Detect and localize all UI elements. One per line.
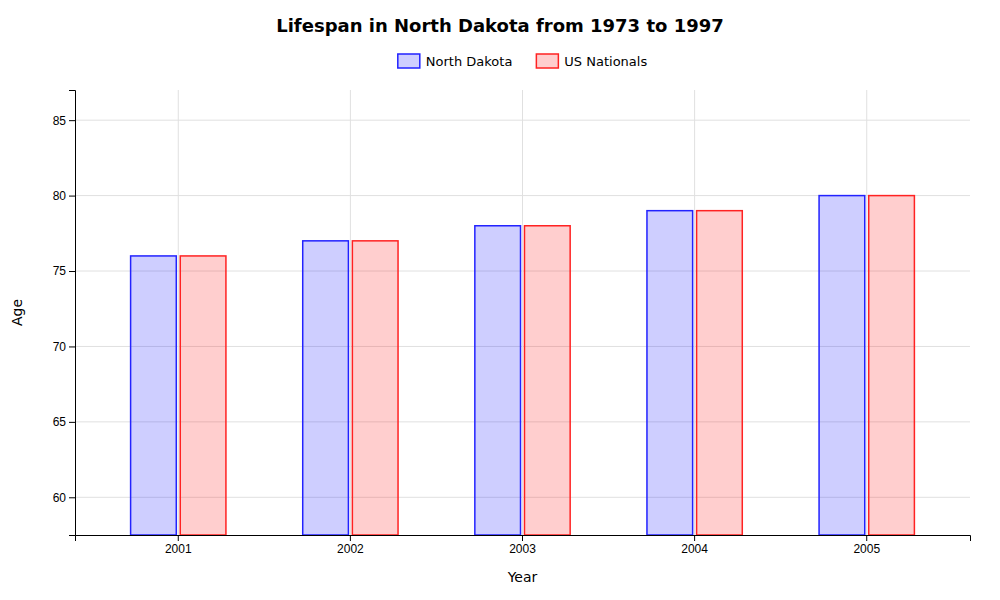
grid-line [350, 90, 351, 535]
bars [131, 196, 915, 535]
y-axis: 60 65 70 75 80 85 [53, 91, 76, 536]
tick-label: 2002 [337, 542, 364, 556]
tick: 70 [53, 340, 75, 354]
axis-title: Age [9, 299, 25, 326]
tick-mark [178, 535, 179, 541]
tick-mark [866, 535, 867, 541]
chart-container: 2001 2002 2003 2004 2005 60 65 70 75 80 85 Lifespan… [0, 0, 1000, 600]
tick: 2001 [165, 535, 192, 556]
tick-label: 80 [53, 189, 67, 203]
bar [131, 256, 177, 535]
tick: 2005 [853, 535, 880, 556]
grid [75, 90, 970, 535]
tick-mark [694, 535, 695, 541]
bar [869, 196, 915, 535]
legend-label: US Nationals [564, 54, 647, 69]
tick-label: 75 [53, 264, 67, 278]
tick-mark [69, 346, 75, 347]
legend-swatch [536, 54, 558, 68]
tick: 2002 [337, 535, 364, 556]
bar [352, 241, 398, 535]
grid-line [694, 90, 695, 535]
tick: 75 [53, 264, 75, 278]
tick: 80 [53, 189, 75, 203]
legend-label: North Dakota [426, 54, 513, 69]
grid-line [178, 90, 179, 535]
tick-label: 2001 [165, 542, 192, 556]
tick-mark [69, 497, 75, 498]
tick-mark [69, 120, 75, 121]
bar [475, 226, 521, 535]
series [131, 196, 865, 535]
tick: 60 [53, 491, 75, 505]
bar [303, 241, 349, 535]
legend: North Dakota US Nationals [398, 54, 648, 69]
tick-mark [69, 422, 75, 423]
x-axis: 2001 2002 2003 2004 2005 [76, 535, 971, 556]
tick: 65 [53, 415, 75, 429]
bar [697, 211, 743, 535]
tick-label: 70 [53, 340, 67, 354]
bar [524, 226, 570, 535]
tick-mark [69, 271, 75, 272]
axis-title: Year [507, 569, 538, 585]
series [180, 196, 914, 535]
tick: 2004 [681, 535, 708, 556]
bar [819, 196, 865, 535]
tick-label: 2004 [681, 542, 708, 556]
grid-line [866, 90, 867, 535]
tick-label: 60 [53, 491, 67, 505]
tick: 85 [53, 114, 75, 128]
tick: 2003 [509, 535, 536, 556]
tick-mark [69, 196, 75, 197]
tick-mark [350, 535, 351, 541]
tick-label: 2005 [853, 542, 880, 556]
legend-swatch [398, 54, 420, 68]
legend-item: US Nationals [536, 54, 647, 69]
title: Lifespan in North Dakota from 1973 to 19… [276, 15, 724, 36]
bar [180, 256, 226, 535]
plot: 2001 2002 2003 2004 2005 60 65 70 75 80 85 [53, 90, 971, 556]
tick-label: 2003 [509, 542, 536, 556]
axis-line [69, 91, 76, 536]
tick-label: 65 [53, 415, 67, 429]
bar [647, 211, 693, 535]
grid-line [522, 90, 523, 535]
tick-label: 85 [53, 114, 67, 128]
axis-line [76, 536, 971, 542]
chart-svg: 2001 2002 2003 2004 2005 60 65 70 75 80 85 Lifespan… [0, 0, 1000, 600]
legend-item: North Dakota [398, 54, 513, 69]
tick-mark [522, 535, 523, 541]
